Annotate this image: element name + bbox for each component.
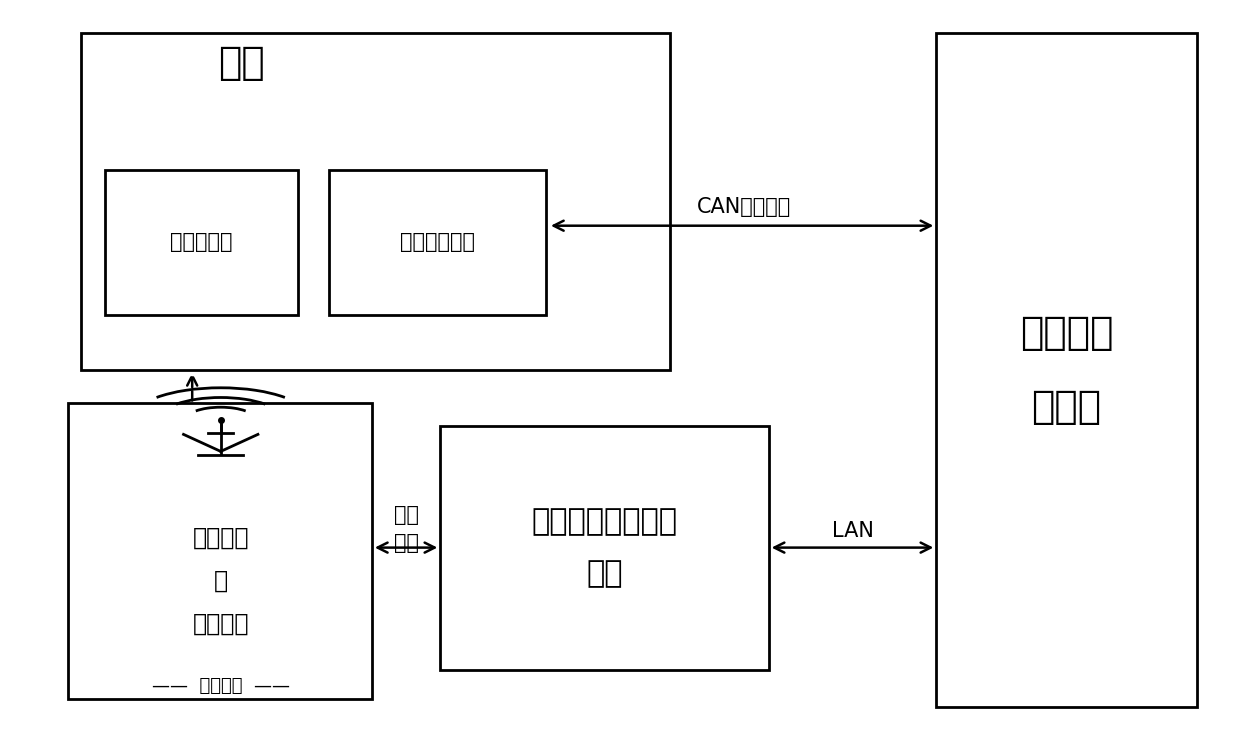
Bar bbox=[68, 403, 372, 699]
Bar bbox=[329, 170, 546, 314]
Text: CAN总线信号: CAN总线信号 bbox=[697, 197, 791, 218]
Text: 测控地面综合测试
系统: 测控地面综合测试 系统 bbox=[532, 507, 677, 588]
Bar bbox=[81, 33, 670, 370]
Text: 卫星: 卫星 bbox=[218, 44, 265, 82]
Text: LAN: LAN bbox=[832, 521, 874, 542]
Bar bbox=[105, 170, 298, 314]
Bar bbox=[440, 425, 769, 670]
Text: 卫星脱落插座: 卫星脱落插座 bbox=[399, 232, 475, 252]
Text: 无线传输
或
有线传输: 无线传输 或 有线传输 bbox=[192, 526, 249, 636]
Text: ——  高频线缆  ——: —— 高频线缆 —— bbox=[151, 677, 290, 695]
Text: 遥控遥测
服务器: 遥控遥测 服务器 bbox=[1019, 314, 1114, 426]
Text: 测控
信号: 测控 信号 bbox=[394, 505, 419, 553]
Bar bbox=[936, 33, 1197, 707]
Text: 测控应答机: 测控应答机 bbox=[170, 232, 233, 252]
